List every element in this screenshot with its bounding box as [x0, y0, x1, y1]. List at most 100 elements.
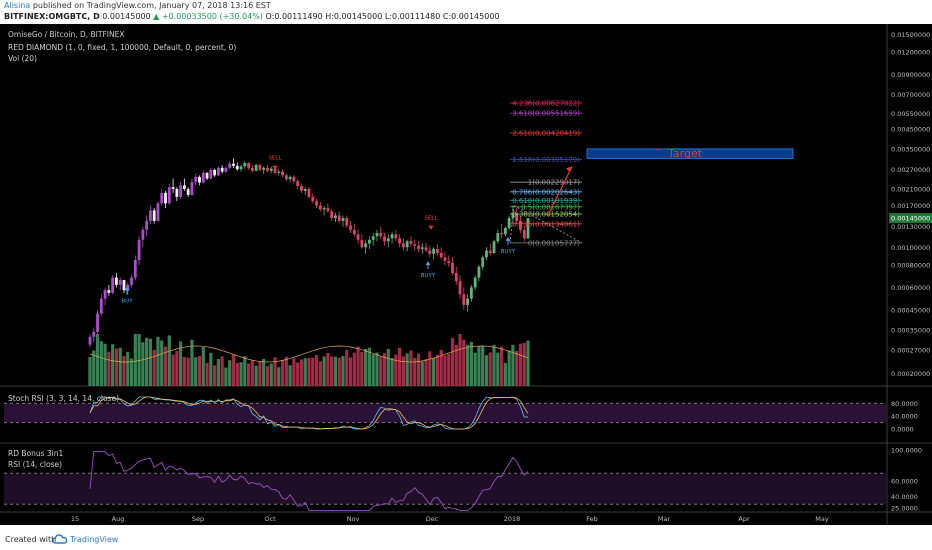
rsi-tick-label: 25.0000 — [891, 505, 918, 513]
price-tick-label: 0.00900000 — [891, 71, 930, 79]
volume-bar — [345, 349, 349, 386]
author-link[interactable]: Alisina — [4, 1, 31, 10]
volume-bar — [435, 354, 439, 386]
volume-bar — [262, 358, 266, 386]
volume-bar — [118, 347, 122, 386]
candle-body — [284, 175, 288, 180]
candle-body — [500, 232, 503, 235]
candle-body — [360, 239, 364, 248]
price-change: +0.00033500 (+30.04%) — [161, 12, 263, 21]
volume-bar — [179, 341, 183, 386]
volume-bar — [386, 348, 390, 386]
candle-body — [379, 232, 383, 237]
candle-body — [156, 203, 160, 221]
candle-body — [179, 185, 183, 197]
candle-body — [522, 229, 526, 239]
candle-body — [92, 332, 96, 337]
volume-bar — [197, 356, 202, 386]
created-with-text: Created with — [5, 535, 57, 544]
ohlc-values: O:0.00111490 H:0.00145000 L:0.00111480 C… — [265, 12, 500, 21]
price-tick-label: 0.00100000 — [891, 244, 930, 252]
buy-signal-label: BUYY — [421, 273, 436, 279]
price-tick-label: 0.00270000 — [891, 166, 930, 174]
candle-body — [519, 220, 522, 230]
chart-header: Alisina published on TradingView.com, Ja… — [0, 0, 932, 24]
volume-bar — [186, 357, 190, 386]
volume-bar — [405, 353, 409, 386]
candle-body — [254, 165, 258, 171]
candle-body — [488, 250, 492, 253]
volume-bar — [190, 339, 194, 386]
chart-background — [0, 24, 932, 525]
volume-bar — [258, 361, 262, 386]
candle-body — [145, 220, 149, 230]
volume-bar — [394, 354, 398, 386]
candle-body — [390, 234, 394, 239]
chart-canvas[interactable]: 0.01500000 0.01200000 0.00900000 0.00700000… — [0, 24, 932, 525]
footer: Created with TradingView — [0, 529, 932, 550]
candle-body — [228, 163, 232, 168]
candle-body — [296, 181, 300, 187]
candle-body — [349, 225, 352, 230]
candle-body — [341, 218, 345, 221]
volume-bar — [341, 355, 345, 386]
volume-bar — [413, 357, 417, 386]
candle-body — [477, 266, 481, 278]
fib-level-label: 3.618(0.00551659) — [512, 110, 580, 118]
fib-level-label: 0.618(0.00181939) — [512, 197, 580, 205]
price-tick-label: 0.00045000 — [891, 307, 930, 315]
indicator-legend-red-diamond: RED DIAMOND (1, 0, fixed, 1, 100000, Def… — [8, 43, 237, 52]
candle-body — [462, 294, 466, 305]
fib-level-label: 1.618(0.00305179) — [512, 156, 580, 164]
volume-bar — [194, 357, 198, 386]
candle-body — [401, 243, 405, 248]
volume-bar — [213, 365, 217, 386]
volume-bar — [148, 338, 153, 386]
candle-body — [209, 169, 213, 179]
volume-bar — [432, 357, 436, 386]
fib-trend-line — [513, 205, 583, 244]
candle-body — [417, 245, 420, 249]
candle-body — [469, 287, 473, 299]
candle-body — [167, 187, 171, 204]
candle-body — [247, 163, 250, 168]
time-tick-label: Apr — [738, 515, 750, 523]
candle-body — [262, 167, 266, 170]
volume-bar — [496, 352, 500, 386]
candle-body — [133, 260, 137, 278]
stoch-tick-label: 40.0000 — [891, 413, 918, 421]
rsi-tick-label: 100.0000 — [891, 447, 922, 455]
volume-bar — [382, 353, 387, 386]
volume-bar — [318, 361, 322, 386]
candle-body — [368, 239, 371, 244]
volume-bar — [352, 352, 356, 386]
tradingview-brand[interactable]: TradingView — [70, 535, 119, 544]
candle-body — [326, 207, 330, 212]
candle-body — [375, 232, 379, 237]
candle-body — [511, 212, 515, 219]
volume-bar — [228, 360, 232, 386]
candle-body — [258, 165, 262, 170]
volume-bar — [103, 343, 107, 386]
volume-bar — [243, 356, 247, 386]
chart-area[interactable]: 0.01500000 0.01200000 0.00900000 0.00700000… — [0, 24, 932, 525]
volume-bar — [424, 359, 428, 386]
candle-body — [224, 167, 228, 172]
volume-bar — [515, 350, 519, 386]
volume-bar — [269, 363, 273, 386]
candle-body — [216, 167, 220, 176]
candle-body — [111, 277, 115, 293]
candle-body — [492, 241, 496, 253]
volume-bar — [511, 344, 515, 386]
volume-bar — [488, 352, 492, 386]
volume-bar — [160, 340, 164, 386]
candle-body — [122, 279, 126, 291]
volume-bar — [137, 334, 141, 386]
volume-bar — [356, 346, 360, 386]
target-arrow — [547, 166, 573, 216]
candle-body — [190, 181, 194, 195]
volume-bar — [322, 356, 326, 386]
time-tick-label: 2018 — [504, 515, 521, 523]
time-tick-label: Oct — [264, 515, 276, 523]
stoch-d-line — [89, 396, 529, 430]
